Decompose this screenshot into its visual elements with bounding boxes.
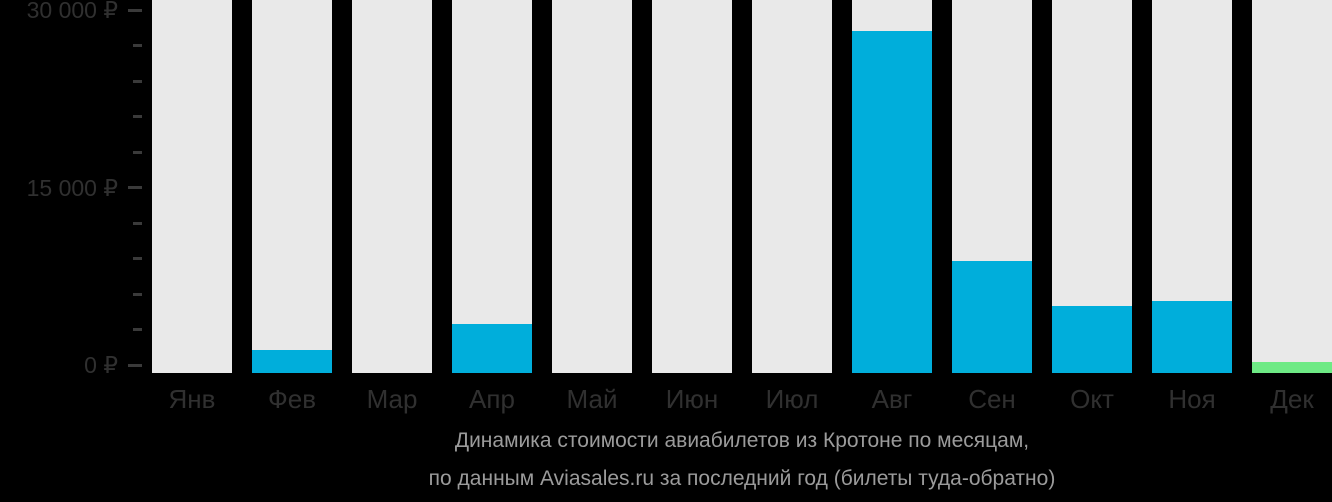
caption-line-1: Динамика стоимости авиабилетов из Кротон…	[454, 429, 1030, 452]
y-minor-tick	[133, 115, 142, 118]
y-minor-tick	[133, 257, 142, 260]
x-label-Май: Май	[566, 384, 618, 414]
y-tick-label-30000: 30 000 ₽	[26, 0, 118, 23]
bar-Авг	[852, 31, 932, 373]
y-tick-label-15000: 15 000 ₽	[26, 174, 118, 201]
x-label-Дек: Дек	[1270, 384, 1314, 414]
x-label-Ноя: Ноя	[1168, 384, 1216, 414]
y-major-tick	[128, 186, 142, 189]
x-label-Сен: Сен	[968, 384, 1016, 414]
y-minor-tick	[133, 292, 142, 296]
column-bg-Июл	[752, 0, 832, 373]
column-bg-Июн	[652, 0, 732, 373]
x-label-Июл: Июл	[765, 384, 819, 414]
bar-Фев	[252, 349, 332, 373]
x-label-Окт: Окт	[1070, 384, 1114, 414]
caption-line-2: по данным Aviasales.ru за последний год …	[428, 467, 1056, 490]
x-label-Авг: Авг	[871, 384, 913, 414]
bar-Апр	[452, 323, 532, 373]
x-label-Янв: Янв	[168, 384, 216, 414]
y-minor-tick	[133, 328, 142, 331]
y-major-tick	[128, 363, 142, 367]
column-bg-Апр	[452, 0, 532, 373]
x-label-Мар: Мар	[366, 384, 418, 414]
x-label-Апр: Апр	[469, 384, 515, 414]
column-bg-Дек	[1252, 0, 1332, 373]
column-bg-Фев	[252, 0, 332, 373]
column-bg-Май	[552, 0, 632, 373]
y-minor-tick	[133, 150, 142, 154]
y-minor-tick	[133, 79, 142, 83]
bar-Сен	[952, 260, 1032, 373]
y-minor-tick	[133, 44, 142, 47]
chart-caption: Динамика стоимости авиабилетов из Кротон…	[152, 422, 1332, 498]
x-label-Июн: Июн	[665, 384, 719, 414]
column-bg-Мар	[352, 0, 432, 373]
y-major-tick	[128, 8, 142, 12]
bar-Окт	[1052, 305, 1132, 373]
column-bg-Янв	[152, 0, 232, 373]
x-label-Фев: Фев	[267, 384, 317, 414]
bar-Ноя	[1152, 301, 1232, 373]
y-tick-label-0: 0 ₽	[84, 352, 118, 378]
bar-Дек	[1252, 362, 1332, 373]
y-minor-tick	[133, 221, 142, 225]
